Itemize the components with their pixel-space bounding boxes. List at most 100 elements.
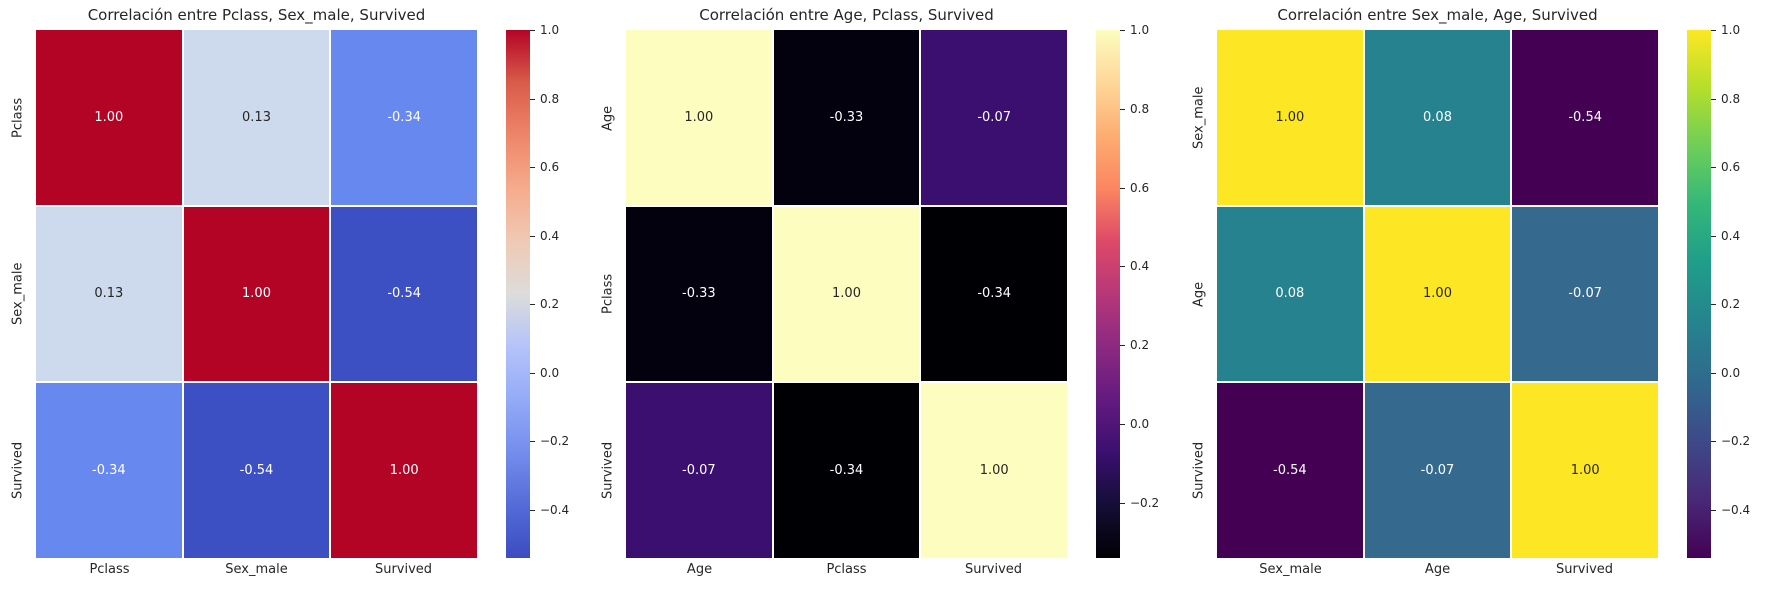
heatmap-cell: 1.00 xyxy=(183,206,330,382)
colorbar-tick-label: 0.2 xyxy=(1130,338,1150,353)
y-axis-tick-label: Sex_male xyxy=(1191,86,1207,150)
colorbar-tick xyxy=(1120,30,1125,31)
colorbar-tick-label: 0.2 xyxy=(540,297,560,312)
colorbar-tick-label: 0.0 xyxy=(540,365,560,380)
colorbar-tick xyxy=(530,167,535,169)
colorbar-tick-label: −0.2 xyxy=(1721,434,1751,449)
colorbar-tick xyxy=(530,304,535,306)
heatmap-cell: 1.00 xyxy=(1217,30,1363,205)
heatmap-cell: 1.00 xyxy=(36,30,182,205)
colorbar-tick xyxy=(530,98,535,100)
heatmap-cell: 0.08 xyxy=(1217,206,1363,382)
colorbar-tick xyxy=(1711,30,1716,31)
colorbar-tick xyxy=(1120,345,1125,347)
x-axis-tick-label: Survived xyxy=(1555,562,1614,577)
heatmap-cell: 1.00 xyxy=(773,206,920,382)
heatmap-cell: -0.07 xyxy=(1364,383,1511,558)
colorbar-tick xyxy=(1120,108,1125,110)
x-axis-tick-label: Pclass xyxy=(89,562,130,577)
x-axis-tick-label: Age xyxy=(1424,562,1451,577)
heatmap-panel-1: Correlación entre Pclass, Sex_male, Surv… xyxy=(0,0,590,590)
heatmap-cell: -0.54 xyxy=(1217,383,1363,558)
colorbar-tick xyxy=(530,372,535,374)
chart-title: Correlación entre Pclass, Sex_male, Surv… xyxy=(87,6,426,24)
y-axis-tick-label: Pclass xyxy=(10,97,26,139)
colorbar-tick xyxy=(1120,187,1125,189)
heatmap-cell: -0.33 xyxy=(773,30,920,205)
x-axis-tick-label: Survived xyxy=(964,562,1023,577)
y-axis-tick-label: Survived xyxy=(10,441,26,499)
colorbar-tick xyxy=(1120,424,1125,426)
colorbar-tick xyxy=(530,30,535,31)
colorbar-tick xyxy=(530,235,535,237)
heatmap-cell: -0.54 xyxy=(1512,30,1658,205)
colorbar-tick-label: −0.4 xyxy=(1721,503,1751,517)
x-axis-tick-label: Pclass xyxy=(826,562,867,577)
colorbar-tick-label: 0.4 xyxy=(1721,228,1741,243)
colorbar-tick-label: 0.4 xyxy=(540,228,560,243)
colorbar-tick xyxy=(1711,441,1716,443)
heatmap-cell: -0.07 xyxy=(921,30,1067,205)
chart-title: Correlación entre Sex_male, Age, Survive… xyxy=(1277,6,1598,24)
colorbar-tick xyxy=(1711,98,1716,100)
colorbar-tick-label: 0.6 xyxy=(1721,160,1741,175)
heatmap-panel-3: Correlación entre Sex_male, Age, Survive… xyxy=(1181,0,1771,590)
x-axis-tick-label: Survived xyxy=(374,562,433,577)
colorbar-tick-label: 0.0 xyxy=(1721,365,1741,380)
y-axis-tick-label: Survived xyxy=(1191,441,1207,499)
heatmap-cell: -0.54 xyxy=(183,383,330,558)
heatmap-cell: 1.00 xyxy=(921,383,1067,558)
colorbar-tick xyxy=(1711,372,1716,374)
heatmap-cell: 0.13 xyxy=(183,30,330,205)
colorbar xyxy=(506,30,530,558)
heatmap-panel-2: Correlación entre Age, Pclass, Survived … xyxy=(590,0,1180,590)
x-axis-tick-label: Sex_male xyxy=(225,562,288,577)
colorbar-tick-label: 0.8 xyxy=(1721,91,1741,106)
colorbar-tick-label: 0.8 xyxy=(540,91,560,106)
heatmap-grid: 1.00 0.13 -0.34 0.13 1.00 -0.54 -0.34 -0.54 1.00 xyxy=(36,30,477,558)
colorbar-tick-label: 0.8 xyxy=(1130,101,1150,116)
colorbar-tick-label: 1.0 xyxy=(540,23,560,37)
colorbar-tick xyxy=(1711,167,1716,169)
colorbar-tick-label: 1.0 xyxy=(1721,23,1741,37)
colorbar-tick-label: 0.0 xyxy=(1130,417,1150,432)
heatmap-cell: 1.00 xyxy=(626,30,772,205)
heatmap-cell: -0.07 xyxy=(1512,206,1658,382)
colorbar-tick xyxy=(1120,266,1125,268)
y-axis-tick-label: Age xyxy=(1191,281,1207,307)
heatmap-grid: 1.00 0.08 -0.54 0.08 1.00 -0.07 -0.54 -0.07 1.00 xyxy=(1217,30,1658,558)
heatmap-cell: 0.13 xyxy=(36,206,182,382)
heatmap-cell: -0.33 xyxy=(626,206,772,382)
colorbar-tick-label: 0.2 xyxy=(1721,297,1741,312)
colorbar-tick xyxy=(1711,510,1716,511)
heatmap-cell: 1.00 xyxy=(1364,206,1511,382)
x-axis-tick-label: Age xyxy=(686,562,713,577)
y-axis-tick-label: Pclass xyxy=(600,273,616,315)
colorbar-tick xyxy=(1711,304,1716,306)
x-axis-tick-label: Sex_male xyxy=(1259,562,1322,577)
colorbar-tick-label: 0.6 xyxy=(540,160,560,175)
colorbar-tick-label: −0.4 xyxy=(540,503,570,517)
y-axis-tick-label: Survived xyxy=(600,441,616,499)
colorbar-tick xyxy=(530,510,535,511)
colorbar-tick-label: −0.2 xyxy=(1130,495,1160,510)
heatmap-grid: 1.00 -0.33 -0.07 -0.33 1.00 -0.34 -0.07 -0.34 1.… xyxy=(626,30,1067,558)
y-axis-tick-label: Sex_male xyxy=(10,262,26,326)
heatmap-cell: 1.00 xyxy=(1512,383,1658,558)
heatmap-cell: -0.34 xyxy=(331,30,477,205)
colorbar-tick xyxy=(1120,502,1125,504)
colorbar-tick-label: 0.6 xyxy=(1130,180,1150,195)
colorbar-tick xyxy=(530,441,535,443)
colorbar xyxy=(1096,30,1120,558)
heatmap-cell: -0.07 xyxy=(626,383,772,558)
colorbar-tick-label: 1.0 xyxy=(1130,23,1150,37)
y-axis-tick-label: Age xyxy=(600,105,616,131)
heatmap-cell: -0.34 xyxy=(773,383,920,558)
heatmap-cell: -0.34 xyxy=(36,383,182,558)
heatmap-cell: -0.54 xyxy=(331,206,477,382)
heatmap-cell: 0.08 xyxy=(1364,30,1511,205)
colorbar xyxy=(1687,30,1711,558)
colorbar-tick-label: −0.2 xyxy=(540,434,570,449)
heatmap-cell: 1.00 xyxy=(331,383,477,558)
